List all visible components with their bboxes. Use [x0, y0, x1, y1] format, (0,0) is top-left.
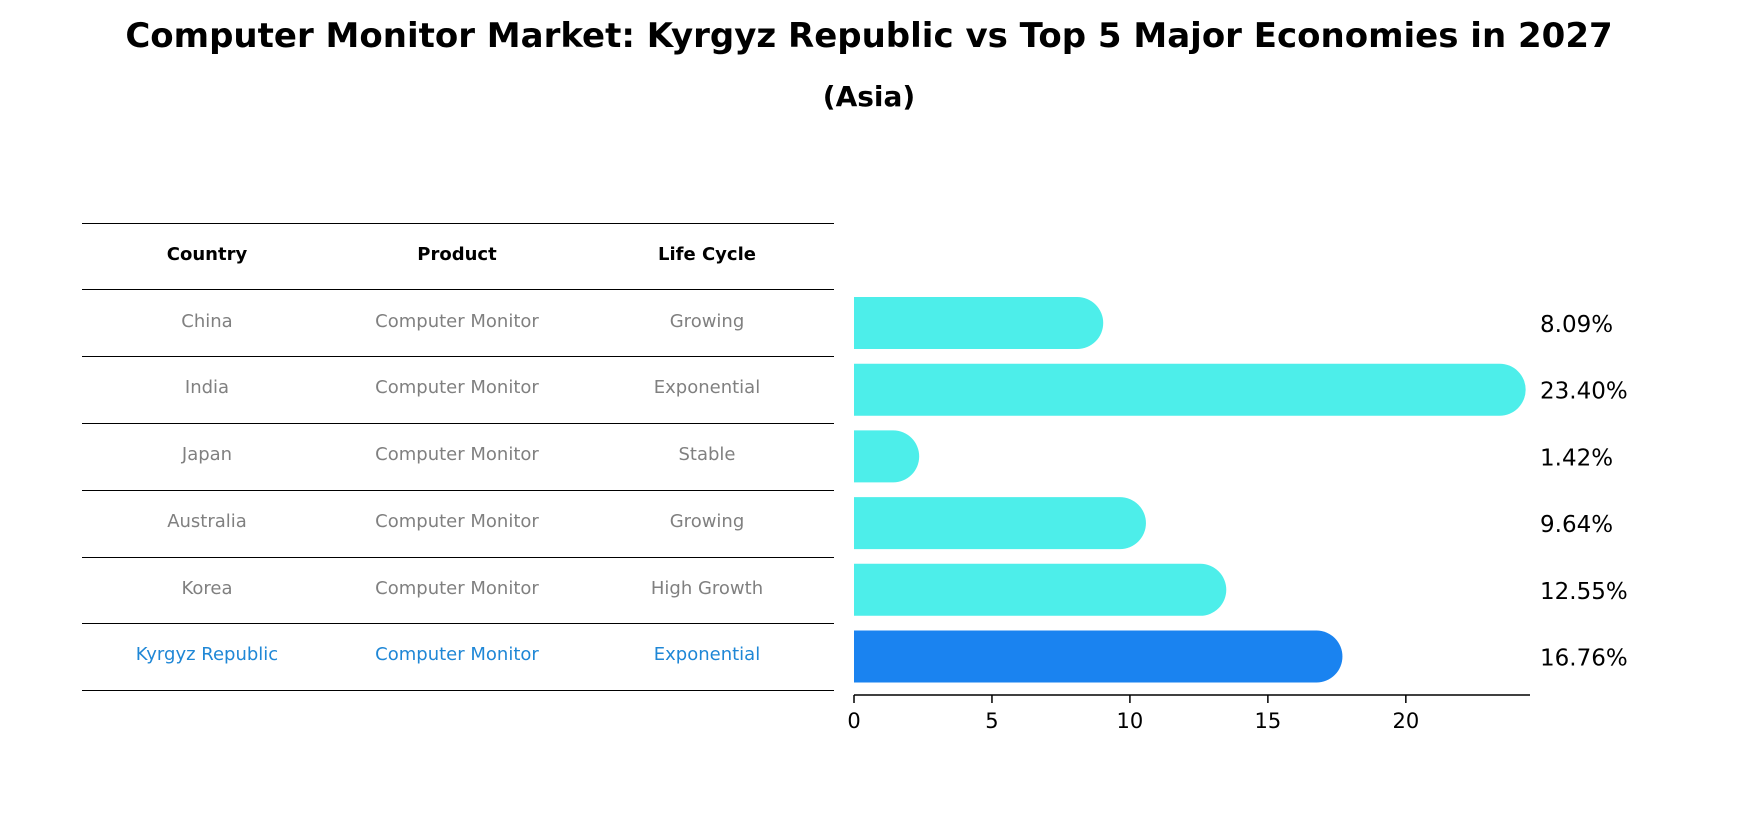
- table-rule: [82, 223, 834, 224]
- table-rule: [82, 356, 834, 357]
- cell-product: Computer Monitor: [375, 578, 539, 599]
- cell-life-cycle: Growing: [669, 311, 745, 332]
- chart-title: Computer Monitor Market: Kyrgyz Republic…: [125, 16, 1613, 56]
- x-tick-label: 20: [1392, 709, 1419, 733]
- table-rule: [82, 289, 834, 290]
- x-tick-label: 10: [1117, 709, 1144, 733]
- table-rule: [82, 623, 834, 624]
- cell-life-cycle: Exponential: [653, 377, 761, 398]
- value-label: 12.55%: [1540, 579, 1628, 605]
- value-label: 1.42%: [1540, 445, 1613, 471]
- table-rule: [82, 423, 834, 424]
- cell-country: India: [184, 377, 230, 398]
- cell-country: Australia: [167, 511, 247, 532]
- bar: [854, 497, 1146, 550]
- cell-life-cycle: High Growth: [650, 578, 764, 599]
- x-tick-label: 15: [1255, 709, 1282, 733]
- x-tick-label: 0: [847, 709, 860, 733]
- cell-life-cycle-highlight: Exponential: [653, 644, 761, 665]
- cell-country: Japan: [181, 444, 233, 465]
- value-label: 8.09%: [1540, 312, 1613, 338]
- chart-subtitle: (Asia): [822, 80, 916, 113]
- value-label: 16.76%: [1540, 646, 1628, 672]
- value-label: 9.64%: [1540, 512, 1613, 538]
- cell-country: Korea: [181, 578, 233, 599]
- cell-country: China: [181, 311, 233, 332]
- cell-country-highlight: Kyrgyz Republic: [135, 644, 279, 665]
- table-rule: [82, 690, 834, 691]
- cell-life-cycle: Growing: [669, 511, 745, 532]
- cell-product: Computer Monitor: [375, 444, 539, 465]
- bar-highlight: [854, 630, 1343, 683]
- cell-life-cycle: Stable: [678, 444, 736, 465]
- header-country: Country: [166, 244, 248, 265]
- cell-product: Computer Monitor: [375, 311, 539, 332]
- table-rule: [82, 557, 834, 558]
- header-life-cycle: Life Cycle: [658, 244, 756, 265]
- header-product: Product: [417, 244, 497, 265]
- bar: [854, 563, 1227, 616]
- cell-product-highlight: Computer Monitor: [375, 644, 539, 665]
- cell-product: Computer Monitor: [375, 377, 539, 398]
- cell-product: Computer Monitor: [375, 511, 539, 532]
- value-label: 23.40%: [1540, 379, 1628, 405]
- bar: [854, 297, 1104, 349]
- x-tick-label: 5: [985, 709, 998, 733]
- bar: [854, 430, 920, 483]
- table-rule: [82, 490, 834, 491]
- bar: [854, 363, 1526, 416]
